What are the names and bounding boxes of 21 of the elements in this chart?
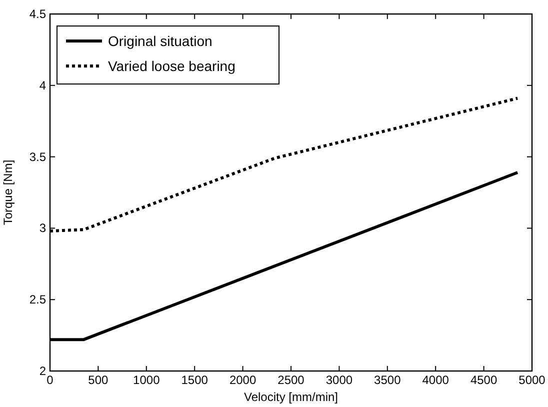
y-tick-label: 2 [39,364,46,378]
legend-label: Varied loose bearing [108,58,236,74]
x-tick-label: 1000 [133,373,160,387]
x-axis-title: Velocity [mm/min] [244,390,338,404]
x-tick-label: 1500 [181,373,208,387]
y-tick-label: 4.5 [29,7,46,21]
x-tick-label: 0 [46,373,54,387]
x-tick-label: 3000 [326,373,353,387]
x-tick-label: 4000 [422,373,450,387]
x-tick-label: 2500 [278,373,305,387]
x-tick-label: 2000 [229,373,256,387]
x-tick-label: 500 [88,373,109,387]
y-tick-label: 2.5 [29,292,46,307]
y-axis-title: Torque [Nm] [1,160,15,226]
x-tick-label: 3500 [374,373,402,387]
legend-label: Original situation [108,33,212,49]
x-tick-label: 5000 [518,373,546,387]
y-tick-label: 4 [39,78,46,92]
x-tick-label: 4500 [470,373,498,387]
y-tick-label: 3.5 [29,150,46,164]
y-tick-label: 3 [39,221,46,236]
